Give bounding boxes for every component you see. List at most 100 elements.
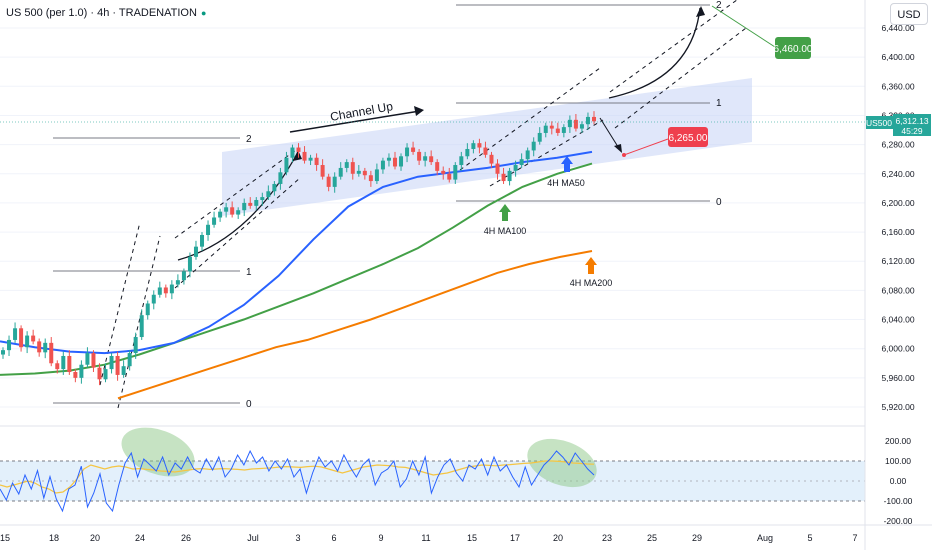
- candle: [25, 331, 30, 354]
- fib-left: [53, 137, 240, 404]
- curve-arrowhead-left: [293, 150, 302, 161]
- candle: [429, 150, 434, 166]
- candle: [206, 220, 211, 241]
- candle: [356, 165, 361, 177]
- candle: [549, 121, 554, 135]
- time-tick-label: 23: [602, 533, 612, 543]
- curve-arrowhead-right: [696, 6, 705, 17]
- fib-right-0-label: 0: [716, 197, 722, 208]
- candle: [175, 274, 180, 288]
- candle: [1, 347, 5, 359]
- candle: [441, 166, 446, 180]
- price-tick-label: 6,280.00: [881, 140, 914, 150]
- candle: [435, 159, 440, 176]
- candle: [230, 201, 235, 218]
- candle: [103, 363, 108, 383]
- candle: [49, 337, 54, 367]
- candle: [302, 146, 307, 164]
- candle: [67, 350, 72, 375]
- candle: [85, 347, 90, 368]
- currency-button[interactable]: USD: [890, 3, 928, 25]
- candle: [290, 144, 295, 163]
- price-tick-label: 6,120.00: [881, 256, 914, 266]
- price-badge-value: 6,312.13: [895, 116, 928, 126]
- candle: [519, 153, 524, 168]
- target-up-badge: [775, 37, 811, 59]
- candle: [386, 153, 391, 167]
- time-tick-label: 25: [647, 533, 657, 543]
- candle: [212, 211, 217, 228]
- symbol-badge-label: US500: [866, 118, 892, 128]
- ma50-label: 4H MA50: [547, 178, 585, 188]
- price-tick-label: 6,400.00: [881, 52, 914, 62]
- time-tick-label: 20: [90, 533, 100, 543]
- down-arrowhead: [614, 144, 622, 153]
- chart-header: US 500 (per 1.0) · 4h · TRADENATION ●: [6, 7, 206, 19]
- price-tick-label: 6,160.00: [881, 227, 914, 237]
- candle: [37, 338, 42, 357]
- candle: [507, 167, 512, 186]
- candle: [296, 143, 301, 158]
- rsi-tick-label: 0.00: [890, 476, 907, 486]
- candle: [31, 329, 36, 345]
- candle: [465, 143, 470, 160]
- candle: [471, 140, 476, 154]
- symbol-title: US 500 (per 1.0) · 4h · TRADENATION: [6, 7, 197, 19]
- candle: [459, 151, 464, 171]
- candle: [224, 202, 229, 218]
- candle: [242, 198, 247, 217]
- candle: [91, 350, 96, 373]
- ma200-line: [117, 250, 593, 400]
- candle: [561, 124, 566, 138]
- candle: [501, 167, 506, 184]
- candle: [320, 159, 325, 180]
- candle: [495, 159, 500, 180]
- candle: [567, 115, 572, 133]
- candle: [350, 157, 355, 180]
- fib-right-1-label: 1: [716, 98, 722, 109]
- candle: [573, 114, 578, 132]
- candle: [585, 112, 590, 131]
- candle: [19, 325, 24, 352]
- candle: [417, 148, 422, 166]
- candle: [278, 167, 283, 190]
- candle: [151, 290, 156, 310]
- target-down-label: 6,265.00: [669, 133, 708, 144]
- time-tick-label: Aug: [757, 533, 773, 543]
- candle: [145, 300, 150, 320]
- candle: [531, 137, 536, 157]
- time-tick-label: 5: [807, 533, 812, 543]
- rsi-signal-line: [0, 460, 595, 494]
- price-tick-label: 6,440.00: [881, 23, 914, 33]
- rsi-tick-label: -200.00: [884, 516, 913, 526]
- candle: [187, 252, 192, 278]
- candle: [43, 338, 48, 359]
- candle: [218, 208, 223, 222]
- ma100-label: 4H MA100: [484, 226, 527, 236]
- candle: [7, 335, 12, 356]
- fib-right-2-label: 2: [716, 0, 722, 11]
- ma100-line: [0, 162, 593, 376]
- ma200-arrow-icon: [585, 257, 597, 274]
- candle: [362, 167, 367, 180]
- candle: [525, 147, 530, 164]
- candle: [368, 170, 373, 187]
- candle: [423, 151, 428, 167]
- channel-up-band: [222, 78, 752, 216]
- rsi-tick-label: 100.00: [885, 456, 911, 466]
- candle: [489, 151, 494, 168]
- time-tick-label: 7: [852, 533, 857, 543]
- candle: [380, 157, 385, 174]
- time-tick-label: Jul: [247, 533, 259, 543]
- candle: [236, 207, 241, 219]
- candle: [447, 167, 452, 183]
- candle: [477, 138, 482, 154]
- target-down-dot: [622, 153, 626, 157]
- price-tick-label: 6,200.00: [881, 198, 914, 208]
- price-axis-ticks: 5,920.00 5,960.00 6,000.00 6,040.00 6,080.00…: [881, 23, 914, 412]
- rsi-tick-label: -100.00: [884, 496, 913, 506]
- candle: [314, 153, 319, 171]
- time-tick-label: 24: [135, 533, 145, 543]
- candle: [326, 173, 331, 192]
